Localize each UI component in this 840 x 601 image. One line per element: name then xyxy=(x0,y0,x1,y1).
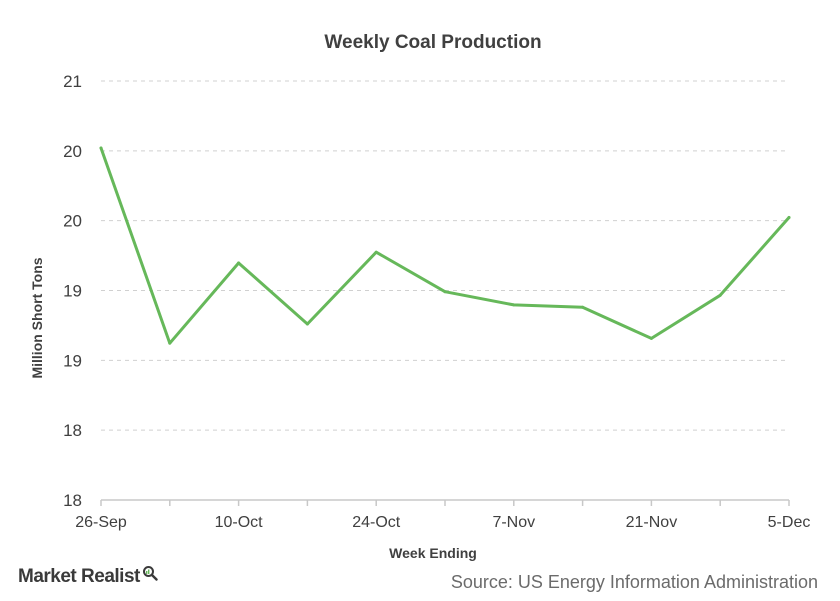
data-point xyxy=(649,336,653,340)
data-point xyxy=(99,146,103,150)
x-tick-label: 26-Sep xyxy=(75,514,127,531)
data-point xyxy=(787,215,791,219)
x-tick-label: 5-Dec xyxy=(768,514,811,531)
data-point xyxy=(237,261,241,265)
data-point xyxy=(581,305,585,309)
x-tick-label: 10-Oct xyxy=(215,514,264,531)
x-tick-label: 7-Nov xyxy=(492,514,535,531)
y-tick-label: 19 xyxy=(63,282,82,301)
data-point xyxy=(443,290,447,294)
y-tick-label: 21 xyxy=(63,72,82,91)
data-point xyxy=(168,341,172,345)
x-axis-label: Week Ending xyxy=(389,545,477,561)
source-note: Source: US Energy Information Administra… xyxy=(450,572,818,592)
data-point xyxy=(512,303,516,307)
x-tick-label: 24-Oct xyxy=(352,514,401,531)
y-tick-label: 20 xyxy=(63,212,82,231)
y-axis-label: Million Short Tons xyxy=(29,257,45,378)
magnifier-icon xyxy=(142,565,158,581)
data-point xyxy=(374,250,378,254)
y-tick-label: 18 xyxy=(63,491,82,510)
y-tick-label: 18 xyxy=(63,421,82,440)
y-tick-label: 20 xyxy=(63,142,82,161)
axes xyxy=(100,499,790,506)
x-tick-label: 21-Nov xyxy=(626,514,678,531)
chart-title: Weekly Coal Production xyxy=(324,32,541,53)
brand-logo: Market Realist xyxy=(18,566,158,588)
y-axis-ticks: 18 18 19 19 20 20 21 xyxy=(63,72,82,510)
series-line xyxy=(99,146,791,345)
brand-name: Market Realist xyxy=(18,566,140,587)
y-tick-label: 19 xyxy=(63,351,82,370)
x-axis-ticks: 26-Sep 10-Oct 24-Oct 7-Nov 21-Nov 5-Dec xyxy=(75,514,810,531)
gridlines xyxy=(101,80,789,431)
data-point xyxy=(305,322,309,326)
series-layer xyxy=(99,146,791,345)
data-point xyxy=(718,293,722,297)
